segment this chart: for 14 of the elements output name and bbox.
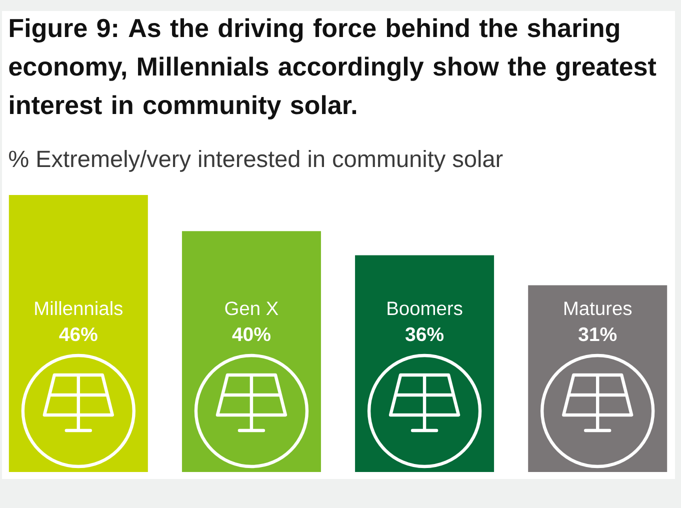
bar: [355, 255, 494, 472]
x-tick-label: Matures: [564, 302, 632, 316]
data-label: 31%: [578, 327, 617, 342]
data-label: 40%: [232, 327, 270, 342]
x-tick-label: Millennials: [35, 301, 122, 316]
bar: [182, 231, 321, 472]
x-tick-label: Gen X: [225, 302, 278, 316]
chart-subtitle: % Extremely/very interested in community solar: [9, 150, 503, 172]
bar: [528, 285, 668, 472]
x-tick-label: Boomers: [388, 302, 462, 316]
bar: [8, 194, 148, 472]
data-label: 46%: [59, 327, 98, 342]
chart-title: Figure 9: As the driving force behind the sharing economy, Millennials accordingly show the greatest interest in community solar.: [9, 18, 656, 120]
data-label: 36%: [405, 327, 444, 342]
